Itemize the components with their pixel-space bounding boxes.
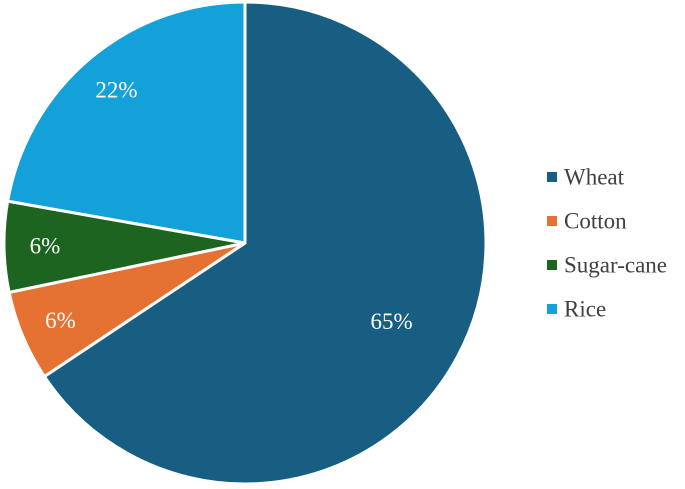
legend-item-wheat: Wheat (547, 165, 625, 190)
data-label-cotton: 6% (45, 308, 76, 333)
legend-label-sugar-cane: Sugar-cane (564, 253, 667, 278)
legend: Wheat Cotton Sugar-cane Rice (547, 165, 667, 322)
legend-item-sugar-cane: Sugar-cane (547, 253, 667, 278)
legend-swatch-rice (547, 304, 557, 314)
legend-item-rice: Rice (547, 297, 606, 322)
legend-swatch-sugar-cane (547, 260, 557, 270)
pie-data-labels: 65% 6% 6% 22% (30, 77, 413, 334)
pie-slices (2, 0, 488, 486)
legend-swatch-wheat (547, 172, 557, 182)
legend-label-wheat: Wheat (564, 165, 625, 190)
pie-slice-wheat (42, 0, 488, 486)
pie-slice-rice (6, 0, 247, 245)
legend-label-rice: Rice (564, 297, 606, 322)
data-label-wheat: 65% (370, 309, 412, 334)
legend-item-cotton: Cotton (547, 209, 627, 234)
legend-swatch-cotton (547, 216, 557, 226)
data-label-rice: 22% (95, 77, 137, 102)
data-label-sugar-cane: 6% (30, 234, 61, 259)
legend-label-cotton: Cotton (564, 209, 627, 234)
